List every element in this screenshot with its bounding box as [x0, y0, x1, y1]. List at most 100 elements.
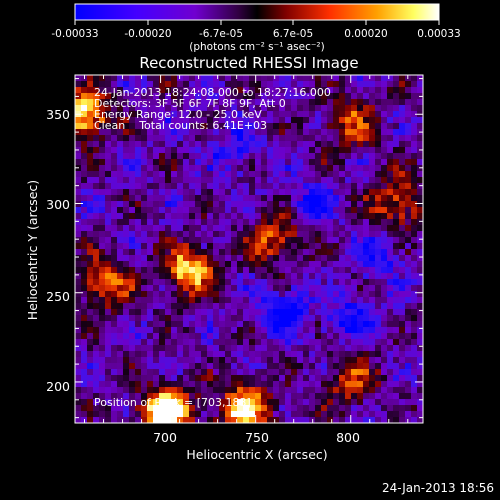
heatmap-cell [405, 129, 412, 136]
heatmap-cell [93, 141, 100, 148]
heatmap-cell [93, 189, 100, 196]
heatmap-cell [291, 75, 298, 82]
heatmap-cell [219, 105, 226, 112]
heatmap-cell [171, 333, 178, 340]
heatmap-cell [381, 243, 388, 250]
heatmap-cell [417, 225, 423, 232]
heatmap-cell [159, 99, 166, 106]
heatmap-cell [315, 93, 322, 100]
heatmap-cell [309, 183, 316, 190]
heatmap-cell [285, 291, 292, 298]
heatmap-cell [213, 177, 220, 184]
heatmap-cell [93, 249, 100, 256]
heatmap-cell [87, 219, 94, 226]
heatmap-cell [237, 327, 244, 334]
heatmap-cell [213, 195, 220, 202]
heatmap-cell [231, 195, 238, 202]
heatmap-cell [141, 399, 148, 406]
heatmap-cell [171, 147, 178, 154]
heatmap-cell [369, 381, 376, 388]
heatmap-cell [153, 147, 160, 154]
heatmap-cell [99, 273, 106, 280]
heatmap-cell [393, 159, 400, 166]
heatmap-cell [147, 189, 154, 196]
heatmap-cell [333, 135, 340, 142]
heatmap-cell [249, 135, 256, 142]
heatmap-cell [375, 369, 382, 376]
heatmap-cell [381, 183, 388, 190]
heatmap-cell [297, 189, 304, 196]
heatmap-cell [345, 123, 352, 130]
heatmap-cell [123, 351, 130, 358]
heatmap-cell [81, 219, 88, 226]
heatmap-cell [261, 99, 268, 106]
heatmap-cell [267, 153, 274, 160]
heatmap-cell [183, 87, 190, 94]
heatmap-cell [345, 93, 352, 100]
heatmap-cell [231, 321, 238, 328]
heatmap-cell [117, 231, 124, 238]
heatmap-cell [363, 171, 370, 178]
heatmap-cell [213, 213, 220, 220]
heatmap-cell [225, 189, 232, 196]
heatmap-cell [339, 135, 346, 142]
heatmap-cell [387, 177, 394, 184]
y-tick-label-250: 250 [46, 289, 70, 304]
heatmap-cell [351, 315, 358, 322]
heatmap-cell [135, 255, 142, 262]
heatmap-cell [267, 255, 274, 262]
heatmap-cell [321, 81, 328, 88]
heatmap-image[interactable] [75, 75, 424, 424]
heatmap-cell [207, 93, 214, 100]
heatmap-cell [399, 321, 406, 328]
heatmap-cell [375, 159, 382, 166]
heatmap-cell [369, 309, 376, 316]
heatmap-cell [141, 261, 148, 268]
heatmap-cell [411, 309, 418, 316]
heatmap-cell [279, 75, 286, 82]
heatmap-cell [381, 165, 388, 172]
heatmap-cell [267, 303, 274, 310]
heatmap-cell [201, 183, 208, 190]
heatmap-cell [411, 177, 418, 184]
heatmap-cell [351, 207, 358, 214]
heatmap-cell [375, 315, 382, 322]
heatmap-cell [291, 363, 298, 370]
heatmap-cell [189, 375, 196, 382]
heatmap-cell [87, 243, 94, 250]
heatmap-cell [99, 417, 106, 423]
heatmap-cell [201, 237, 208, 244]
heatmap-cell [105, 153, 112, 160]
heatmap-cell [285, 297, 292, 304]
heatmap-cell [105, 201, 112, 208]
heatmap-cell [363, 111, 370, 118]
heatmap-cell [231, 231, 238, 238]
heatmap-cell [327, 321, 334, 328]
heatmap-cell [93, 171, 100, 178]
heatmap-cell [207, 183, 214, 190]
heatmap-cell [183, 81, 190, 88]
heatmap-cell [285, 273, 292, 280]
heatmap-cell [81, 87, 88, 94]
heatmap-cell [165, 291, 172, 298]
heatmap-cell [369, 267, 376, 274]
heatmap-cell [87, 153, 94, 160]
heatmap-cell [417, 291, 423, 298]
heatmap-cell [321, 153, 328, 160]
heatmap-cell [111, 111, 118, 118]
heatmap-cell [93, 177, 100, 184]
heatmap-cell [291, 255, 298, 262]
heatmap-cell [129, 189, 136, 196]
heatmap-cell [171, 213, 178, 220]
heatmap-cell [351, 351, 358, 358]
heatmap-cell [357, 111, 364, 118]
heatmap-cell [243, 363, 250, 370]
heatmap-cell [201, 201, 208, 208]
heatmap-cell [243, 201, 250, 208]
heatmap-cell [237, 237, 244, 244]
heatmap-cell [399, 123, 406, 130]
heatmap-cell [81, 357, 88, 364]
heatmap-cell [357, 345, 364, 352]
heatmap-cell [345, 303, 352, 310]
heatmap-cell [171, 87, 178, 94]
